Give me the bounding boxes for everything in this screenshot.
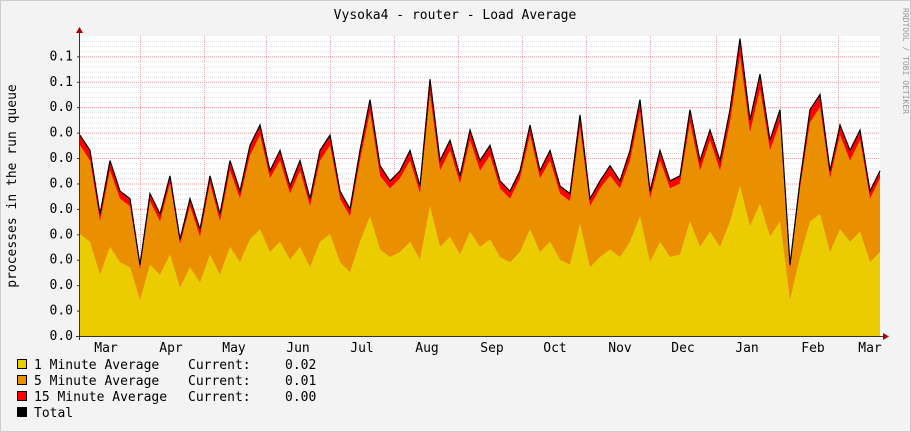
legend-item-15min: 15 Minute Average Current: 0.00 [17,390,316,405]
y-tick-label: 0.0 [50,329,73,344]
x-axis-arrow-icon [883,333,889,340]
series-1min-area [80,186,880,336]
y-tick-labels: 0.0 0.0 0.0 0.0 0.0 0.0 0.0 0.0 0.0 0.0 0.1 0.1 [50,49,80,344]
legend-label: 5 Minute Average [34,374,159,389]
x-tick-label: Dec [671,341,694,356]
y-axis-label: processes in the run queue [5,84,20,288]
x-tick-label: Jul [350,341,373,356]
x-tick-label: Nov [608,341,632,356]
y-axis-arrow-icon [76,27,83,33]
series-total-line [79,38,881,265]
legend-swatch-total [17,407,27,417]
legend-item-total: Total [17,406,73,421]
rrdtool-watermark: RRDTOOL / TOBI OETIKER [901,8,910,114]
y-tick-label: 0.0 [50,227,73,242]
x-tick-label: Mar [94,341,118,356]
x-tick-label: Jan [735,341,758,356]
y-tick-label: 0.0 [50,176,73,191]
y-tick-label: 0.0 [50,253,73,268]
x-tick-label: Oct [543,341,566,356]
x-tick-label: May [222,341,246,356]
y-tick-label: 0.1 [50,75,73,90]
y-tick-label: 0.0 [50,278,73,293]
legend-item-5min: 5 Minute Average Current: 0.01 [17,374,316,389]
series-5min-area [80,56,880,301]
legend-swatch-1min [17,359,27,369]
x-tick-label: Apr [159,341,183,356]
x-tick-label: Mar [858,341,882,356]
legend-current-label: Current: [188,374,251,389]
x-tick-labels: Mar Apr May Jun Jul Aug Sep Oct Nov Dec Jan Feb Mar [94,341,882,356]
y-tick-label: 0.0 [50,100,73,115]
legend-current-value: 0.00 [285,390,316,405]
x-tick-label: Aug [415,341,438,356]
legend-current-value: 0.01 [285,374,316,389]
legend: 1 Minute Average Current: 0.025 Minute Av… [17,358,316,421]
legend-swatch-15min [17,391,27,401]
x-tick-label: Jun [286,341,309,356]
legend-label: 15 Minute Average [34,390,167,405]
legend-item-1min: 1 Minute Average Current: 0.02 [17,358,316,373]
series-areas [79,38,881,336]
legend-current-label: Current: [188,390,251,405]
legend-current-value: 0.02 [285,358,316,373]
chart-title: Vysoka4 - router - Load Average [334,8,577,23]
y-tick-label: 0.0 [50,126,73,141]
y-tick-label: 0.0 [50,151,73,166]
y-tick-label: 0.1 [50,49,73,64]
y-tick-label: 0.0 [50,304,73,319]
x-tick-label: Sep [480,341,504,356]
legend-label: 1 Minute Average [34,358,159,373]
x-tick-label: Feb [801,341,825,356]
legend-current-label: Current: [188,358,251,373]
legend-swatch-5min [17,375,27,385]
legend-label: Total [34,406,73,421]
y-tick-label: 0.0 [50,202,73,217]
axes [76,27,889,340]
